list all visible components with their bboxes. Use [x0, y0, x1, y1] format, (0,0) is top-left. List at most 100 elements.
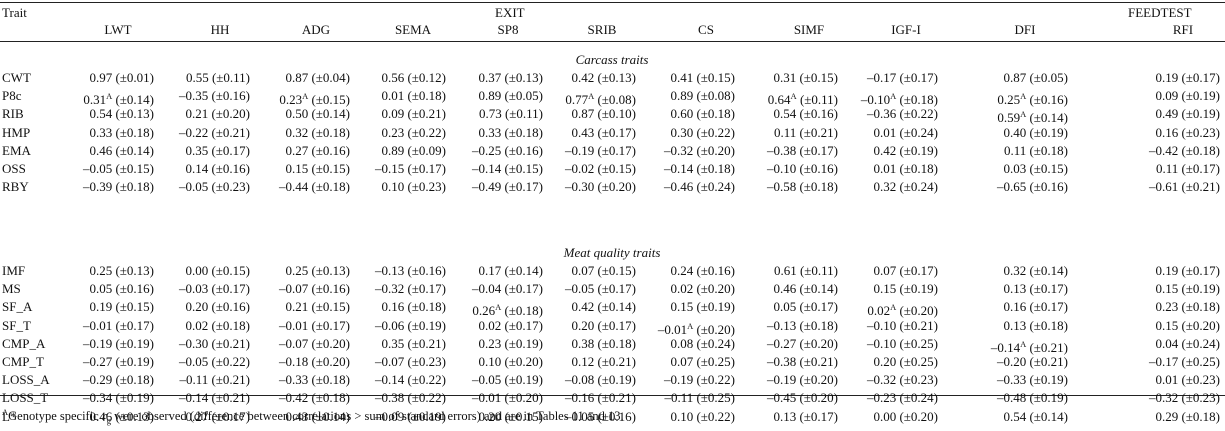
table-cell: –0.30 (±0.21) — [110, 336, 250, 352]
cell-value: –0.07 (±0.23) — [374, 354, 446, 369]
cell-value: –0.42 (±0.18) — [278, 390, 350, 406]
cell-value: 0.46 (±0.14) — [89, 142, 154, 158]
cell-value: –0.01 (±0.17) — [278, 317, 350, 333]
cell-value: 0.08 (±0.24) — [670, 335, 735, 351]
cell-value: 0.01 (±0.23) — [1155, 372, 1220, 388]
table-cell: 0.42 (±0.19) — [798, 143, 938, 159]
table-cell: 0.08 (±0.24) — [595, 336, 735, 352]
table-cell: –0.25 (±0.16) — [403, 143, 543, 159]
cell-value: 0.23 (±0.19) — [478, 335, 543, 351]
cell-value: 0.59 — [997, 110, 1021, 126]
row-label: LOSS_T — [2, 390, 49, 406]
cell-value: 0.21 (±0.20) — [185, 106, 250, 122]
cell-value: 0.10 (±0.23) — [381, 179, 446, 195]
genotype-marker: A — [588, 91, 595, 102]
cell-value: 0.15 (±0.19) — [1155, 281, 1220, 297]
table-cell: 0.49 (±0.19) — [1080, 106, 1220, 122]
cell-se: (±0.20) — [696, 321, 735, 337]
table-cell: 0.77A (±0.08) — [496, 88, 636, 108]
table-cell: –0.10 (±0.21) — [798, 318, 938, 334]
footnote-sub: g — [106, 415, 111, 426]
table-cell: –0.38 (±0.17) — [698, 143, 838, 159]
table-cell: –0.33 (±0.19) — [928, 372, 1068, 388]
cell-value: –0.16 (±0.21) — [564, 390, 636, 406]
bottom-rule — [0, 395, 1225, 396]
cell-value: –0.29 (±0.18) — [82, 372, 154, 388]
cell-value: –0.14 (±0.21) — [178, 390, 250, 406]
cell-value: 0.49 (±0.19) — [1155, 106, 1220, 122]
genotype-marker: A — [687, 320, 694, 331]
cell-value: 0.13 (±0.17) — [1003, 281, 1068, 297]
cell-value: –0.30 (±0.21) — [178, 335, 250, 351]
cell-value: 0.00 (±0.20) — [873, 408, 938, 424]
table-cell: –0.05 (±0.15) — [14, 161, 154, 177]
cell-value: –0.01 (±0.17) — [82, 317, 154, 333]
cell-value: 0.19 (±0.17) — [1155, 70, 1220, 85]
cell-value: –0.27 (±0.19) — [82, 354, 154, 369]
table-cell: 0.35 (±0.17) — [110, 143, 250, 159]
table-cell: 0.41 (±0.15) — [595, 70, 735, 86]
cell-value: 0.20 (±0.17) — [571, 317, 636, 333]
cell-value: 0.07 (±0.25) — [670, 354, 735, 369]
cell-value: –0.44 (±0.18) — [278, 179, 350, 195]
cell-value: 0.20 (±0.15) — [478, 408, 543, 424]
cell-se: (±0.18) — [504, 303, 543, 319]
cell-value: –0.13 (±0.18) — [766, 317, 838, 333]
cell-value: 0.01 (±0.18) — [381, 88, 446, 104]
table-cell: –0.14 (±0.15) — [403, 161, 543, 177]
table-cell: 0.02A (±0.20) — [798, 299, 938, 319]
table-cell: –0.14 (±0.18) — [595, 161, 735, 177]
cell-value: –0.05 (±0.23) — [178, 179, 250, 195]
footnote: AGenotype specific rg were observed (dif… — [2, 404, 624, 429]
cell-value: –0.14 (±0.22) — [374, 372, 446, 388]
table-cell: 0.46 (±0.13) — [14, 409, 154, 425]
cell-value: –0.45 (±0.20) — [766, 390, 838, 406]
cell-value: –0.32 (±0.23) — [866, 372, 938, 388]
cell-value: –0.10 (±0.21) — [866, 317, 938, 333]
cell-value: 0.35 (±0.17) — [185, 142, 250, 158]
table-cell: 0.43 (±0.14) — [210, 409, 350, 425]
table-cell: 0.01 (±0.18) — [306, 88, 446, 104]
table-cell: 0.17 (±0.14) — [403, 263, 543, 279]
cell-se: (±0.16) — [1029, 92, 1068, 108]
footnote-r: r — [101, 409, 107, 423]
table-cell: 0.15 (±0.19) — [595, 299, 735, 315]
column-header-adg: ADG — [301, 22, 331, 37]
table-cell: –0.19 (±0.20) — [698, 372, 838, 388]
cell-value: –0.32 (±0.23) — [1148, 390, 1220, 406]
cell-value: –0.38 (±0.22) — [374, 390, 446, 406]
table-cell: –0.48 (±0.19) — [928, 390, 1068, 406]
cell-value: 0.16 (±0.23) — [1155, 124, 1220, 140]
table-cell: 0.27 (±0.17) — [110, 409, 250, 425]
table-cell: –0.08 (±0.19) — [496, 372, 636, 388]
cell-value: 0.07 (±0.15) — [571, 263, 636, 278]
table-cell: 0.21 (±0.20) — [110, 106, 250, 122]
table-cell: 0.42 (±0.13) — [496, 70, 636, 86]
cell-value: 0.02 (±0.18) — [185, 317, 250, 333]
table-cell: 0.07 (±0.15) — [496, 263, 636, 279]
table-cell: 0.10 (±0.20) — [403, 354, 543, 370]
row-label: MS — [2, 281, 21, 297]
table-cell: –0.15 (±0.17) — [306, 161, 446, 177]
table-cell: –0.49 (±0.17) — [403, 179, 543, 195]
cell-value: 0.23 (±0.22) — [381, 124, 446, 140]
table-cell: –0.10 (±0.25) — [798, 336, 938, 352]
cell-value: 0.20 (±0.25) — [873, 354, 938, 369]
table-cell: –0.17 (±0.25) — [1080, 354, 1220, 370]
table-cell: –0.19 (±0.22) — [595, 372, 735, 388]
table-cell: –0.11 (±0.25) — [595, 390, 735, 406]
table-cell: 0.54 (±0.13) — [14, 106, 154, 122]
table-cell: –0.38 (±0.22) — [306, 390, 446, 406]
cell-value: 0.11 (±0.21) — [773, 124, 838, 140]
cell-value: –0.10 (±0.25) — [866, 335, 938, 351]
table-cell: 0.07 (±0.25) — [595, 354, 735, 370]
table-cell: –0.05 (±0.16) — [496, 409, 636, 425]
cell-value: 0.15 (±0.19) — [670, 299, 735, 315]
cell-value: –0.01 (±0.20) — [471, 390, 543, 406]
table-cell: –0.05 (±0.22) — [110, 354, 250, 370]
cell-value: 0.42 (±0.19) — [873, 142, 938, 158]
table-cell: –0.09 (±0.19) — [306, 409, 446, 425]
footnote-text-before: Genotype specific — [8, 409, 102, 423]
cell-value: –0.14 — [990, 339, 1021, 355]
